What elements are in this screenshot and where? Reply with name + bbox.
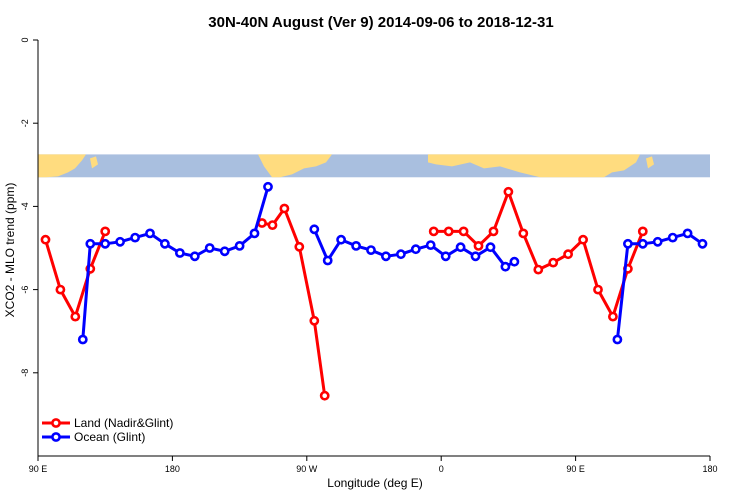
data-point [578, 234, 588, 245]
data-point [563, 249, 573, 260]
data-point [189, 251, 200, 262]
data-point [309, 315, 320, 326]
x-tick-label: 0 [439, 464, 444, 474]
series-line-segment [433, 190, 645, 319]
data-point [249, 228, 260, 239]
data-point [637, 226, 648, 237]
x-tick-label: 180 [702, 464, 717, 474]
y-tick-label: -8 [20, 369, 30, 377]
data-point [85, 238, 96, 249]
data-point [612, 334, 623, 345]
data-point [667, 232, 678, 243]
series-layer [40, 181, 708, 401]
data-point [652, 236, 663, 247]
series-line-segment [615, 231, 704, 340]
data-point [488, 226, 499, 237]
data-point [503, 186, 514, 197]
data-point [279, 203, 290, 214]
series-line-segment [81, 186, 270, 340]
data-point [322, 255, 333, 266]
x-tick-label: 180 [165, 464, 180, 474]
map-strip [38, 154, 710, 178]
legend-label: Ocean (Glint) [74, 430, 145, 444]
data-point [697, 238, 708, 249]
data-point [55, 284, 66, 295]
data-point [428, 226, 439, 237]
legend-item: Land (Nadir&Glint) [42, 416, 173, 430]
data-point [294, 241, 305, 252]
data-point [608, 311, 618, 322]
data-point [548, 257, 559, 268]
y-axis-ticks: 0 -2 -4 -6 -8 [20, 37, 38, 377]
legend-label: Land (Nadir&Glint) [74, 416, 173, 430]
data-point [115, 236, 125, 247]
map-land-1 [90, 156, 98, 169]
map-land-3 [428, 154, 640, 178]
x-axis-label: Longitude (deg E) [327, 476, 422, 490]
data-point [267, 220, 278, 230]
data-point [485, 242, 496, 253]
data-point [395, 249, 406, 260]
data-point [380, 251, 391, 262]
series-land [40, 186, 648, 401]
data-point [455, 242, 466, 253]
data-point [77, 334, 88, 345]
data-point [366, 245, 376, 255]
data-point [204, 243, 215, 253]
x-axis-ticks: 90 E 180 90 W 0 90 E 180 [29, 456, 718, 474]
data-point [425, 240, 436, 250]
data-point [637, 238, 648, 249]
data-point [458, 226, 469, 237]
data-point [410, 244, 421, 255]
x-tick-label: 90 W [296, 464, 318, 474]
data-point [159, 238, 170, 249]
data-point [509, 256, 520, 267]
legend-item: Ocean (Glint) [42, 430, 145, 444]
data-point [336, 234, 346, 245]
data-point [40, 234, 51, 245]
data-point [500, 261, 511, 272]
legend-marker [51, 432, 61, 442]
data-point [100, 226, 111, 237]
data-point [518, 228, 529, 239]
series-ocean [77, 181, 708, 345]
data-point [533, 264, 544, 275]
y-tick-label: -2 [20, 119, 30, 127]
x-tick-label: 90 E [29, 464, 48, 474]
data-point [100, 238, 111, 249]
data-point [70, 311, 81, 322]
y-tick-label: -6 [20, 286, 30, 294]
data-point [470, 251, 481, 262]
data-point [351, 240, 361, 251]
data-point [473, 240, 484, 251]
y-tick-label: 0 [20, 37, 30, 42]
data-point [309, 224, 320, 235]
legend: Land (Nadir&Glint)Ocean (Glint) [42, 416, 173, 444]
axes [37, 40, 710, 457]
map-land-2 [258, 154, 332, 178]
legend-marker [51, 418, 61, 428]
x-tick-label: 90 E [566, 464, 585, 474]
data-point [263, 181, 273, 192]
data-point [443, 226, 454, 237]
y-axis-label: XCO2 - MLO trend (ppm) [3, 183, 17, 318]
map-land-0 [38, 154, 86, 178]
series-line-segment [261, 207, 327, 396]
data-point [234, 240, 245, 251]
data-point [440, 251, 451, 262]
data-point [145, 228, 155, 239]
y-tick-label: -4 [20, 202, 30, 210]
data-point [319, 390, 330, 401]
map-land-4 [646, 156, 654, 169]
data-point [593, 284, 603, 295]
chart-title: 30N-40N August (Ver 9) 2014-09-06 to 201… [208, 14, 553, 31]
data-point [623, 238, 633, 249]
data-point [219, 246, 230, 257]
data-point [682, 228, 693, 239]
data-point [174, 248, 185, 258]
data-point [130, 232, 140, 243]
